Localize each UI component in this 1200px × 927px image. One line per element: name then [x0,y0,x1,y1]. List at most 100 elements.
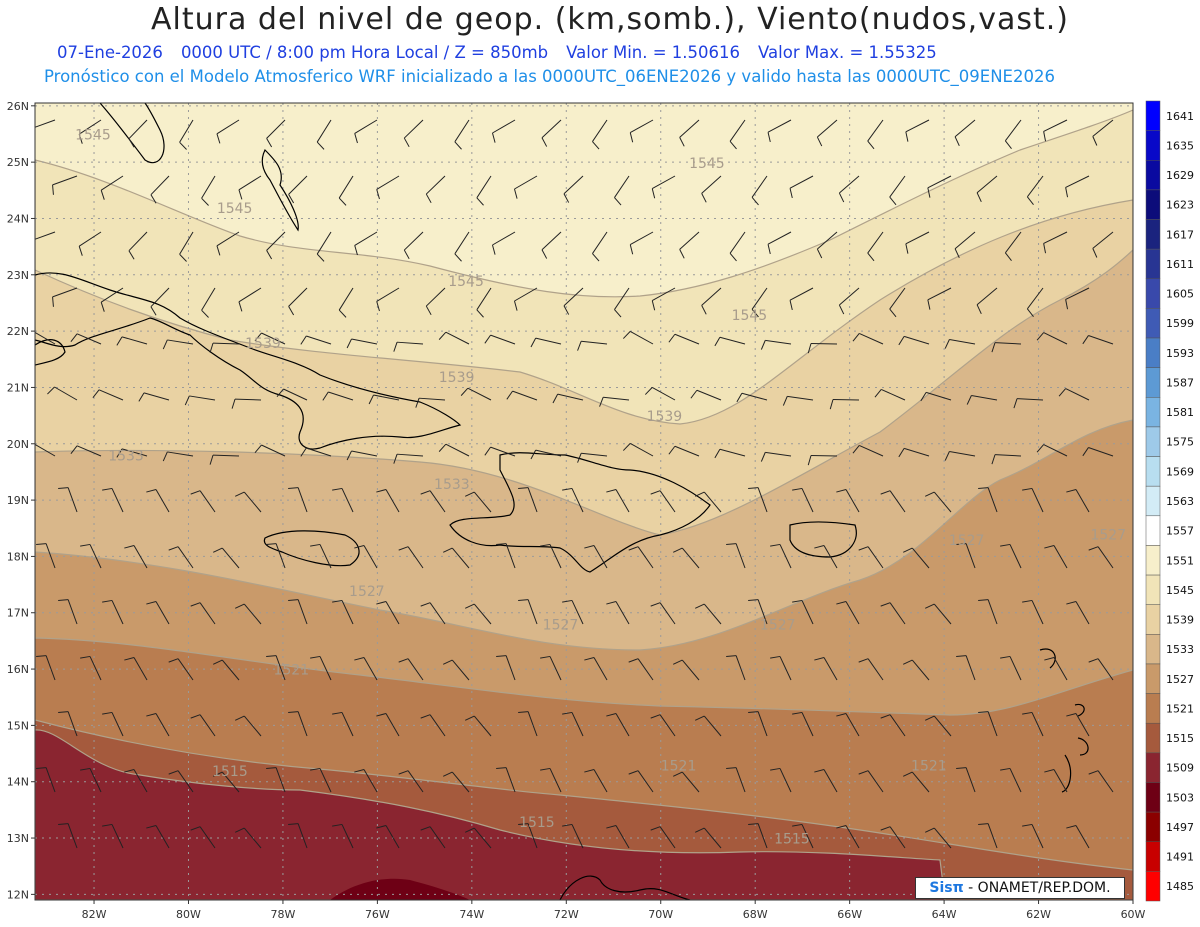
wind-barb [451,547,470,569]
wind-barb-flag [332,599,343,603]
wind-barb [976,175,998,194]
wind-barb [1097,546,1114,569]
wind-barb-flag [606,489,617,493]
wind-barb [681,547,700,569]
wind-barb-flag [976,192,982,202]
wind-barb-flag [496,543,507,545]
wind-barb [373,394,400,401]
lon-label: 68W [743,908,768,921]
wind-barb-flag [393,454,398,464]
wind-barb [779,544,792,569]
wind-barb-flag [1022,823,1033,827]
wind-barb [765,339,792,345]
wind-barb-flag [858,658,869,663]
wind-barb [933,603,952,625]
wind-barb [1075,601,1090,625]
wind-barb-flag [368,394,374,405]
wind-barb-flag [354,545,365,549]
wind-barb [703,827,722,849]
wind-barb-flag [592,253,600,262]
wind-barb [867,231,884,254]
wind-barb-flag [443,771,453,777]
wind-barb [234,398,262,401]
wind-barb [288,175,308,195]
wind-barb [549,656,562,681]
wind-barb [729,119,746,142]
wind-barb [201,175,216,199]
wind-barb [376,175,400,190]
wind-barb [78,119,102,135]
lat-label: 23N [7,269,29,282]
colorbar-swatch [1145,841,1161,872]
wind-barb [927,175,952,189]
lat-label: 18N [7,550,29,563]
wind-barb-flag [562,711,573,715]
wind-barb-flag [814,545,825,549]
wind-barb-flag [1088,546,1099,551]
wind-barb-flag [201,197,209,206]
wind-barb-flag [1000,543,1011,547]
wind-barb [177,546,194,569]
wind-barb-flag [726,655,737,657]
wind-barb-flag [650,714,661,719]
contour-label: 1545 [689,156,725,172]
wind-barb-flag [213,659,223,665]
wind-barb-flag [1066,713,1077,717]
wind-barb-flag [266,767,277,769]
wind-barb-flag [1000,767,1011,771]
wind-barb-flag [116,336,123,346]
wind-barb [1097,658,1114,681]
colorbar-swatch [1145,634,1161,665]
contour-label: 1539 [439,370,475,386]
colorbar-swatch [1145,248,1161,280]
wind-barb [867,658,884,681]
wind-barb [563,287,584,307]
wind-barb [121,336,148,345]
colorbar-label: 1623 [1166,199,1194,212]
wind-barb-flag [168,658,179,663]
wind-barb-flag [420,602,431,607]
contour-label: 1527 [1090,528,1126,544]
wind-barb-flag [209,454,214,465]
wind-barb [155,601,170,625]
colorbar-swatch [1145,278,1161,309]
wind-barb [593,657,608,681]
wind-barb [76,333,102,345]
colorbar-swatch [1145,130,1161,161]
contour-label: 1545 [217,201,253,217]
wind-barb-flag [518,711,529,713]
wind-barb [76,445,102,457]
sispi-logo: Sisπ [929,880,964,896]
wind-barb-flag [150,194,157,204]
wind-barb [845,713,860,737]
wind-barb [614,175,630,198]
wind-barb [167,339,194,345]
colorbar-label: 1485 [1166,880,1194,893]
wind-barb-flag [880,826,891,831]
wind-barb [933,715,952,737]
puerto-rico-coast [789,521,857,558]
wind-barb-flag [190,490,201,495]
wind-barb [505,543,516,569]
wind-barb-flag [874,389,882,398]
wind-barb [735,543,746,569]
wind-barb-flag [376,301,380,312]
wind-barb [1026,175,1044,198]
wind-barb-flag [606,601,617,605]
wind-barb [1004,119,1022,142]
wind-barb-flag [838,304,845,315]
colorbar-swatch [1145,663,1161,694]
wind-barb [473,715,492,737]
wind-barb [45,543,56,569]
wind-barb-flag [168,546,179,551]
wind-barb-flag [584,769,595,773]
wind-barb-flag [690,389,698,399]
wind-barb-flag [443,659,453,665]
wind-barb [385,825,400,849]
wind-barb [445,443,470,457]
wind-barb [419,397,446,401]
wind-barb [789,175,814,189]
wind-barb [652,175,676,190]
wind-barb-flag [679,137,685,147]
